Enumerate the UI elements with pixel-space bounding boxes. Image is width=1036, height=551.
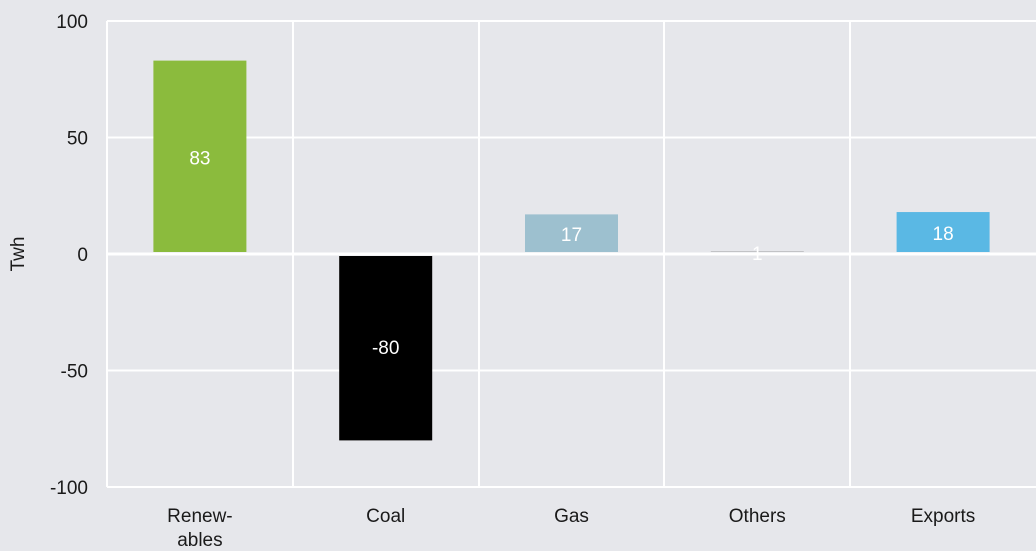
x-axis-ticks: Renew-ables Coal Gas Others Exports [167,506,975,551]
x-tick-label-0: Renew-ables [167,506,232,551]
chart-bars: 83 -80 17 1 18 [153,60,990,441]
y-tick-label-2: 0 [77,245,88,266]
data-label-2: 17 [561,225,582,246]
bar-2 [525,214,618,252]
data-label-1: -80 [372,338,399,359]
bar-4 [896,212,990,252]
bar-1 [339,256,433,441]
y-tick-label-3: -50 [61,362,88,383]
x-tick-label-4: Exports [911,506,975,527]
y-tick-label-0: 100 [56,12,88,33]
data-label-0: 83 [189,148,210,169]
y-tick-label-1: 50 [67,129,88,150]
x-tick-label-3: Others [729,506,786,527]
y-tick-label-4: -100 [50,478,88,499]
y-axis-label: Twh [8,237,29,272]
bar-0 [153,60,247,252]
x-tick-label-1: Coal [366,506,405,527]
x-tick-label-2: Gas [554,506,589,527]
y-axis-ticks: 100 50 0 -50 -100 [50,12,88,499]
data-label-4: 18 [933,224,954,245]
chart-grid [106,20,1036,488]
data-label-3: 1 [752,244,763,265]
